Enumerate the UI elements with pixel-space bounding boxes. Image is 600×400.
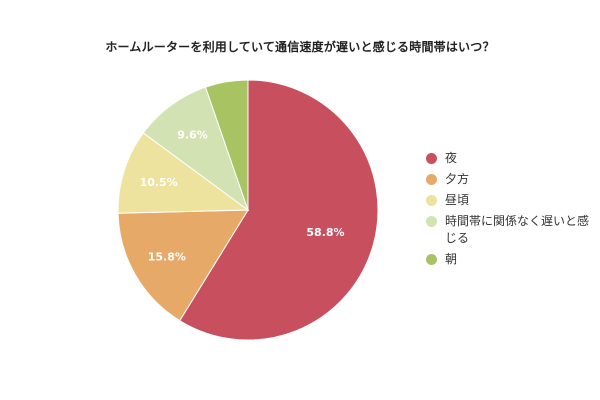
legend-item-evening[interactable]: 夕方: [426, 171, 598, 188]
legend-swatch-night: [426, 153, 437, 164]
legend-swatch-noon: [426, 195, 437, 206]
pie-slice-noon[interactable]: [117, 132, 250, 214]
legend-item-morning[interactable]: 朝: [426, 251, 598, 268]
legend-label-morning: 朝: [445, 252, 458, 266]
slice-value-label-night: 58.8%: [306, 226, 344, 239]
slice-value-label-evening: 15.8%: [148, 251, 186, 264]
chart-title: ホームルーターを利用していて通信速度が遅いと感じる時間帯はいつ？: [105, 40, 495, 54]
legend-item-anytime[interactable]: 時間帯に関係なく遅いと感じる: [426, 213, 598, 247]
pie-slice-morning[interactable]: [204, 79, 249, 211]
legend: 夜 夕方 昼頃 時間帯に関係なく遅いと感じる 朝: [426, 150, 598, 272]
legend-label-evening: 夕方: [445, 172, 470, 186]
pie-slice-anytime[interactable]: [142, 86, 249, 212]
slice-value-label-noon: 10.5%: [140, 176, 178, 189]
legend-label-anytime: 時間帯に関係なく遅いと感じる: [445, 214, 590, 245]
legend-swatch-morning: [426, 254, 437, 265]
legend-item-noon[interactable]: 昼頃: [426, 192, 598, 209]
legend-swatch-anytime: [426, 216, 437, 227]
legend-item-night[interactable]: 夜: [426, 150, 598, 167]
legend-label-noon: 昼頃: [445, 193, 470, 207]
pie-slice-night[interactable]: [179, 79, 379, 341]
legend-swatch-evening: [426, 174, 437, 185]
pie-slice-evening[interactable]: [117, 209, 249, 322]
slice-value-label-anytime: 9.6%: [177, 129, 208, 142]
legend-label-night: 夜: [445, 151, 458, 165]
